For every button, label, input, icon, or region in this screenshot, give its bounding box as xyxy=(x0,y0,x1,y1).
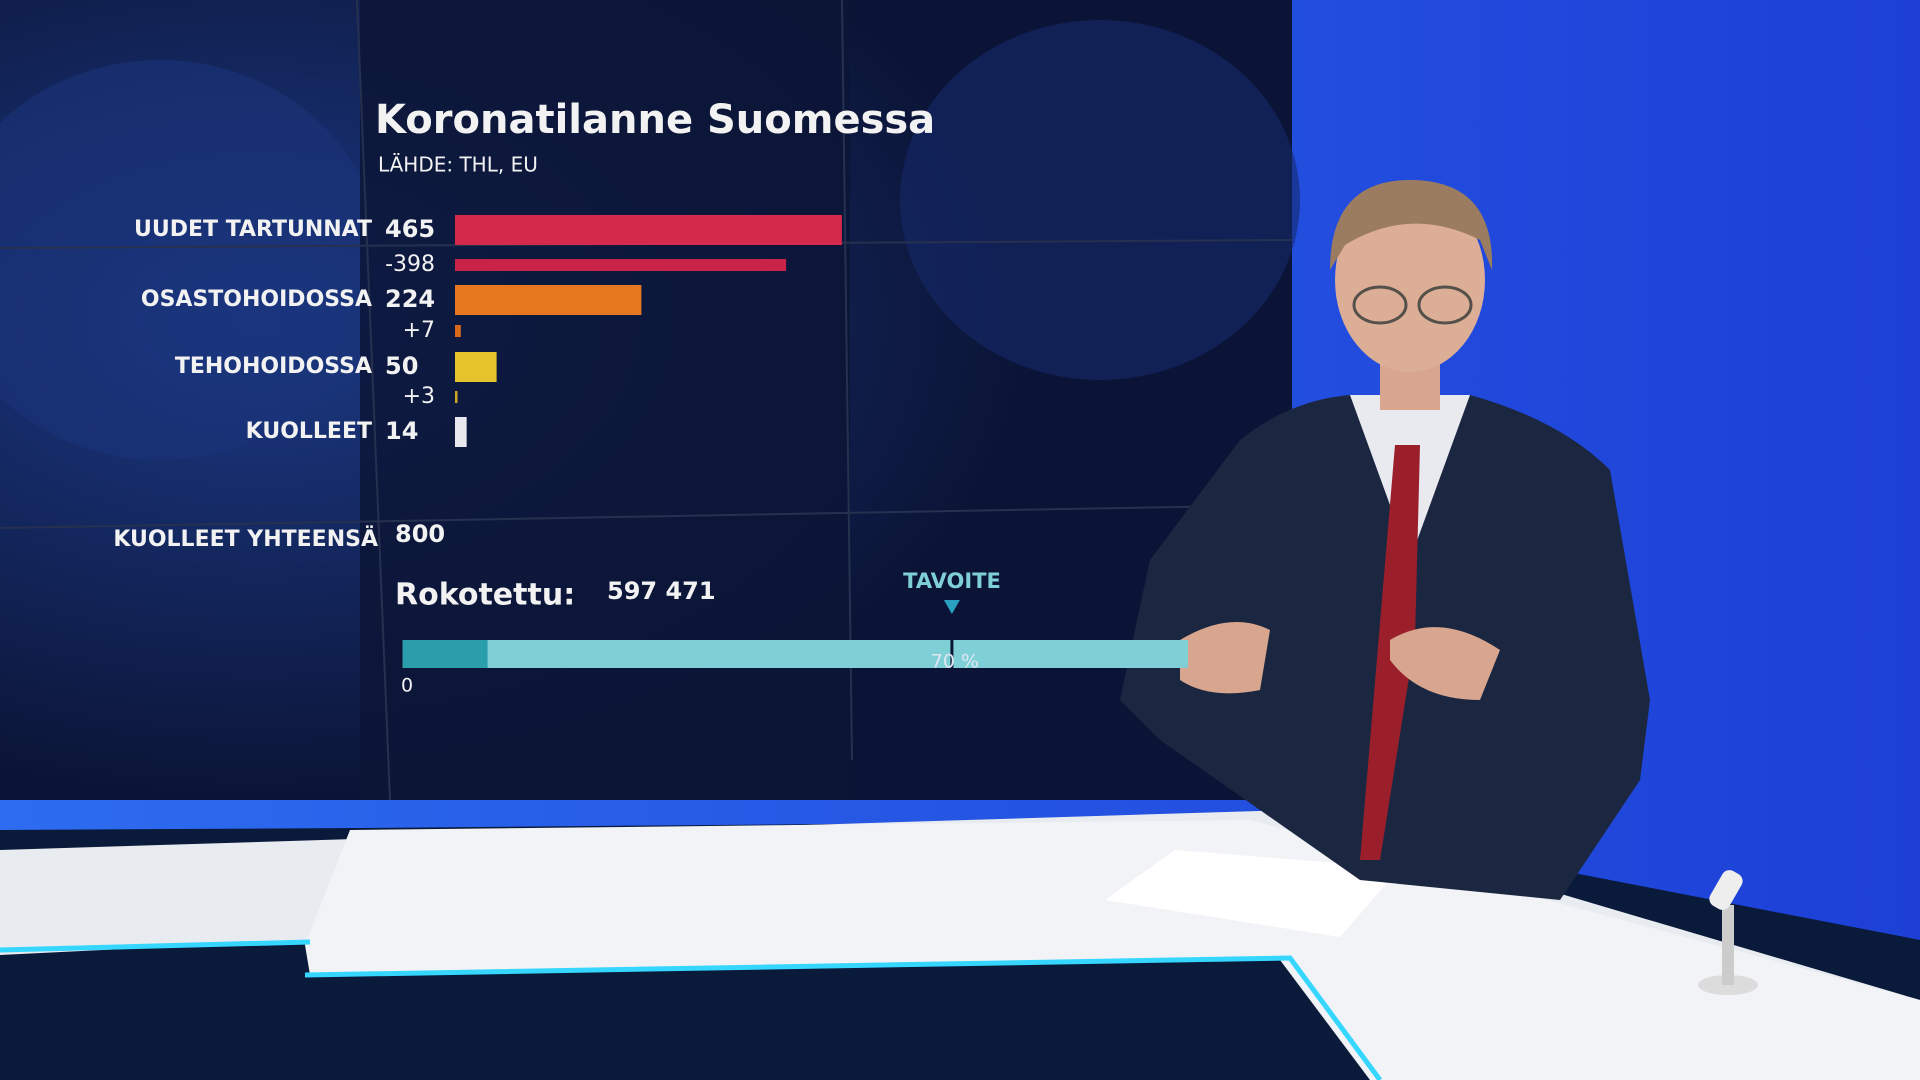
progress-track xyxy=(401,640,1188,668)
category-label: OSASTOHOIDOSSA xyxy=(141,287,372,312)
change-label: -398 xyxy=(385,252,435,277)
tick-label: 0 xyxy=(401,675,413,697)
chart-title: Koronatilanne Suomessa xyxy=(375,97,935,143)
paper xyxy=(1105,850,1400,937)
virus-image xyxy=(900,20,1300,380)
total-value: 800 xyxy=(395,520,445,548)
change-label: +7 xyxy=(403,318,435,343)
microphone xyxy=(1698,870,1758,995)
bar xyxy=(455,417,467,447)
target-marker xyxy=(943,600,960,614)
vaccination-value: 597 471 xyxy=(607,577,716,605)
virus-image xyxy=(0,60,380,460)
desk-light xyxy=(0,939,311,953)
category-label: UUDET TARTUNNAT xyxy=(134,217,372,242)
change-bar xyxy=(455,259,787,271)
bar xyxy=(455,215,842,245)
bar xyxy=(455,285,642,315)
value-label: 224 xyxy=(385,285,435,313)
change-label: +3 xyxy=(403,384,435,409)
tick-label: 70 % xyxy=(931,651,979,673)
value-label: 50 xyxy=(385,352,418,380)
presenter xyxy=(1120,180,1650,900)
category-label: KUOLLEET xyxy=(246,419,372,444)
category-label: TEHOHOIDOSSA xyxy=(175,354,372,379)
target-label: TAVOITE xyxy=(903,569,1001,593)
bar xyxy=(455,352,497,382)
total-label: KUOLLEET YHTEENSÄ xyxy=(113,526,378,552)
value-label: 14 xyxy=(385,417,418,445)
vaccination-label: Rokotettu: xyxy=(395,578,575,613)
value-label: 465 xyxy=(385,215,435,243)
change-bar xyxy=(455,325,461,337)
desk-light xyxy=(304,955,1383,1080)
change-bar xyxy=(455,391,458,403)
progress-fill xyxy=(401,640,488,668)
desk-top xyxy=(305,820,1920,1080)
chart-subtitle: LÄHDE: THL, EU xyxy=(378,153,538,177)
